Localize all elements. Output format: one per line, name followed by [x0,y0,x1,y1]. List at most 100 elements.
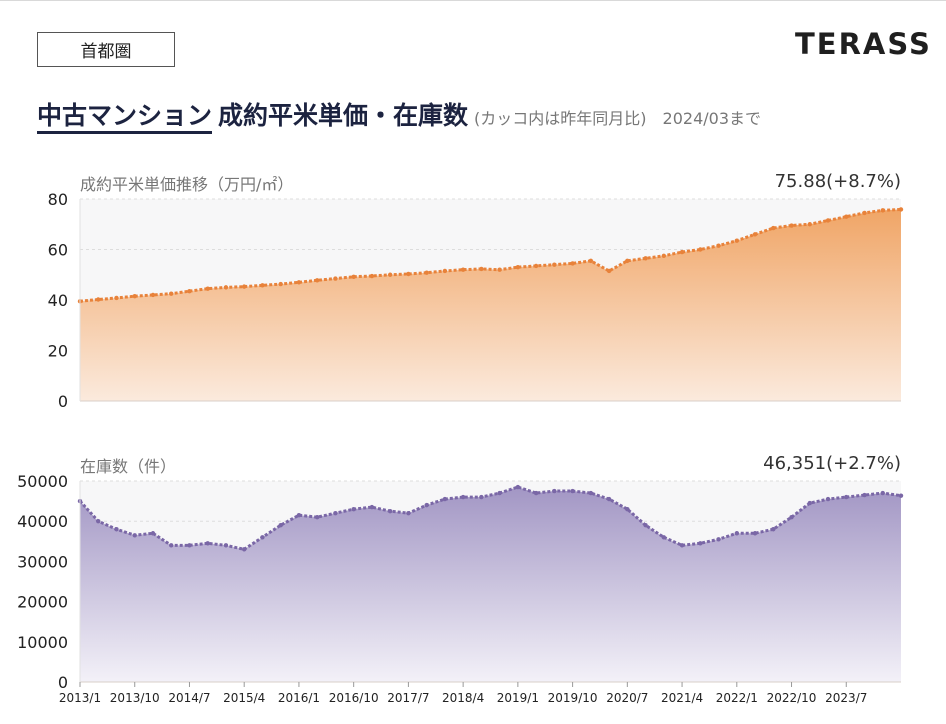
price-ytick-label: 80 [48,190,68,209]
title-main: 中古マンション [37,101,213,134]
inventory-point [223,543,229,548]
inventory-ytick-label: 0 [58,673,68,692]
inventory-point [242,547,247,552]
price-point [260,283,265,288]
price-point [698,247,703,252]
inventory-xtick-label: 2017/7 [387,691,429,705]
price-point [643,256,648,261]
inventory-xtick-label: 2016/1 [278,691,320,705]
price-point [387,272,393,277]
price-point [187,288,192,294]
title-note: (カッコ内は昨年同月比) [474,109,647,128]
price-point [369,273,375,279]
price-point [515,264,521,270]
inventory-xtick-label: 2020/7 [606,691,648,705]
top-divider [0,0,946,1]
inventory-point [515,484,521,490]
price-point [424,270,429,275]
inventory-point [643,523,648,528]
inventory-point [862,492,867,498]
price-line [79,207,902,303]
inventory-xtick-label: 2013/1 [59,691,101,705]
price-point [479,266,484,272]
page-title: 中古マンション 成約平米単価・在庫数 (カッコ内は昨年同月比) 2024/03まで [37,96,761,134]
inventory-point [205,541,210,546]
price-point [460,267,466,272]
inventory-point [807,500,812,506]
inventory-point [387,508,393,514]
inventory-xtick-label: 2015/4 [223,691,265,705]
inventory-point [150,531,156,536]
inventory-xtick-label: 2021/4 [661,691,703,705]
inventory-point [406,510,411,516]
inventory-point [351,506,356,512]
inventory-xtick-label: 2014/7 [168,691,210,705]
inventory-point [533,490,539,496]
inventory-xtick-label: 2022/1 [716,691,758,705]
inventory-point [479,494,484,500]
price-point [625,258,630,264]
price-point [314,278,320,283]
price-ytick-label: 0 [58,392,68,410]
inventory-line [78,485,902,551]
price-point [752,232,758,237]
inventory-ytick-label: 40000 [17,512,68,531]
price-chart: 0 20 40 60 80 [48,190,904,410]
price-area [80,209,901,401]
inventory-point [114,527,119,532]
inventory-xtick-label: 2013/10 [110,691,160,705]
inventory-point [606,496,612,502]
inventory-point [460,494,466,500]
inventory-point [132,533,137,538]
price-point [807,222,812,227]
inventory-point [716,537,721,542]
price-point [96,297,101,302]
price-point [862,210,867,216]
price-point [734,238,739,243]
price-point [679,249,685,255]
inventory-ytick-label: 50000 [17,472,68,491]
inventory-xtick-label: 2018/4 [442,691,484,705]
inventory-point [278,523,283,528]
inventory-latest-value: 46,351(+2.7%) [763,453,901,474]
inventory-point [424,502,429,508]
price-point [333,276,338,281]
inventory-point [625,506,630,512]
inventory-xtick-label: 2023/7 [825,691,867,705]
price-point [242,284,247,289]
inventory-point [844,494,849,500]
price-latest-value: 75.88(+8.7%) [774,171,901,192]
inventory-point [771,527,776,532]
inventory-point [96,519,101,524]
price-point [825,218,831,223]
inventory-point [296,512,302,518]
price-ytick-label: 40 [48,291,68,310]
price-point [844,214,849,219]
inventory-point [588,490,594,496]
price-point [552,262,557,267]
price-ytick-label: 60 [48,241,68,260]
price-chart-title: 成約平米単価推移（万円/㎡） [80,175,294,194]
inventory-point [169,543,174,548]
inventory-point [369,504,375,510]
price-ytick-label: 20 [48,342,68,361]
price-point [533,263,539,269]
price-point [205,286,210,291]
inventory-point [260,535,265,540]
terass-logo: TERASS [795,27,932,61]
inventory-xtick-label: 2019/10 [548,691,598,705]
inventory-point [333,510,338,516]
price-point [132,294,137,299]
price-point [898,207,904,212]
price-point [442,268,448,274]
inventory-point [825,496,831,502]
inventory-xtick-label: 2022/10 [767,691,817,705]
inventory-area [80,487,901,682]
price-point [588,258,594,264]
inventory-chart: 0 10000 20000 30000 40000 50000 2013/1 2013/10 2… [17,472,904,705]
inventory-ytick-label: 10000 [17,633,68,652]
price-point [880,208,885,213]
price-point [223,285,229,290]
price-point [497,267,502,272]
title-sub: 成約平米単価・在庫数 [218,101,469,130]
